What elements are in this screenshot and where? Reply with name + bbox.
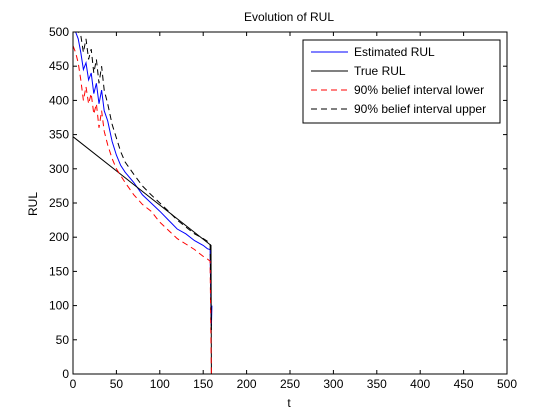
x-tick-label: 250 [280, 377, 300, 391]
chart-title: Evolution of RUL [244, 10, 334, 24]
y-tick-label: 400 [49, 93, 69, 107]
x-tick-label: 300 [323, 377, 343, 391]
series-line-90-belief-interval-lower [73, 45, 212, 374]
y-tick-label: 50 [56, 333, 70, 347]
y-tick-label: 500 [49, 25, 69, 39]
x-tick-label: 50 [110, 377, 124, 391]
y-tick-label: 250 [49, 196, 69, 210]
legend-label-90-belief-interval-upper: 90% belief interval upper [354, 102, 486, 116]
y-tick-label: 150 [49, 264, 69, 278]
y-tick-label: 0 [62, 367, 69, 381]
y-tick-label: 350 [49, 128, 69, 142]
x-axis-label: t [287, 396, 291, 410]
legend-label-estimated-rul: Estimated RUL [354, 45, 435, 59]
y-tick-label: 450 [49, 59, 69, 73]
y-tick-label: 200 [49, 230, 69, 244]
y-axis-label: RUL [26, 192, 40, 216]
x-tick-label: 150 [193, 377, 213, 391]
x-tick-label: 500 [497, 377, 517, 391]
series-line-estimated-rul [73, 32, 213, 327]
legend-label-true-rul: True RUL [354, 64, 406, 78]
x-tick-label: 200 [237, 377, 257, 391]
x-tick-label: 400 [410, 377, 430, 391]
legend-label-90-belief-interval-lower: 90% belief interval lower [354, 83, 484, 97]
x-tick-label: 0 [70, 377, 77, 391]
y-tick-label: 300 [49, 162, 69, 176]
legend: Estimated RUL True RUL 90% belief interval… [302, 39, 501, 124]
x-tick-label: 450 [454, 377, 474, 391]
series-line-90-belief-interval-upper [73, 32, 212, 334]
x-tick-label: 100 [150, 377, 170, 391]
y-tick-label: 100 [49, 299, 69, 313]
x-tick-label: 350 [367, 377, 387, 391]
